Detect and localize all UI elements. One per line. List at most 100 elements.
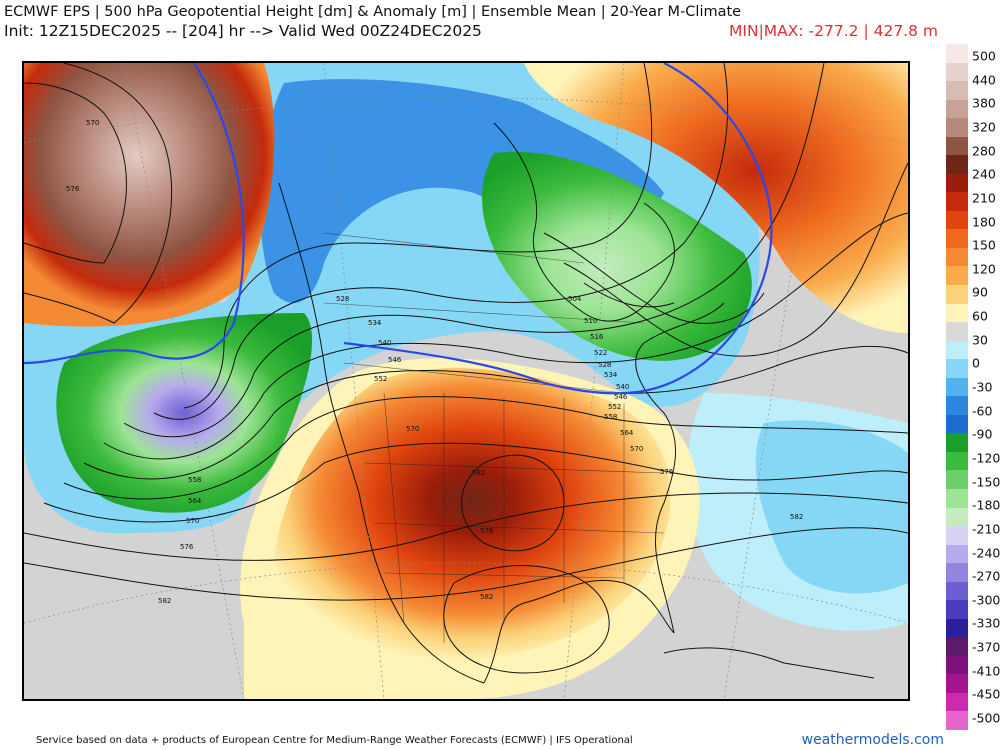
contour-label: 552 [608,403,621,411]
colorbar-swatch [946,544,968,564]
sw-trough [56,313,313,513]
contour-label: 546 [388,356,402,364]
colorbar-swatch [946,600,968,620]
colorbar-swatch [946,340,968,360]
contour-label: 582 [158,597,171,605]
colorbar-swatch [946,44,968,64]
anomaly-map: 570 576 528 534 540 546 552 558 564 570 … [22,61,910,701]
colorbar-label: -210 [972,521,1000,537]
colorbar-swatch [946,674,968,694]
colorbar-swatch [946,637,968,657]
colorbar-swatch [946,118,968,138]
contour-label: 528 [598,361,611,369]
atlantic-blue-core [755,420,908,594]
credit-text: Service based on data + products of Euro… [36,735,633,746]
site-link[interactable]: weathermodels.com [801,732,944,748]
colorbar-swatch [946,136,968,156]
colorbar-swatch [946,507,968,527]
colorbar-label: 30 [972,332,988,348]
colorbar-swatch [946,470,968,490]
init-valid-line: Init: 12Z15DEC2025 -- [204] hr --> Valid… [4,22,482,40]
contour-label: 540 [378,339,391,347]
colorbar-swatch [946,247,968,267]
contour-label: 510 [584,317,597,325]
contour-labels: 570 576 528 534 540 546 552 558 564 570 … [66,119,803,605]
colorbar-swatch [946,285,968,305]
contour-label: 570 [86,119,99,127]
colorbar-label: 500 [972,48,996,64]
colorbar-label: 320 [972,119,996,135]
contour-label: 582 [790,513,803,521]
colorbar-label: -330 [972,615,1000,631]
colorbar-label: 210 [972,190,996,206]
colorbar-label: -410 [972,663,1000,679]
colorbar-swatch [946,173,968,193]
colorbar-swatch [946,433,968,453]
colorbar-label: 60 [972,308,988,324]
colorbar-label: -450 [972,686,1000,702]
contour-label: 576 [480,527,494,535]
nw-ridge [24,63,275,327]
colorbar-swatch [946,414,968,434]
height-contours [24,63,908,674]
colorbar-swatch [946,488,968,508]
colorbar-label: -90 [972,426,993,442]
colorbar-swatch [946,62,968,82]
contour-label: 558 [604,413,617,421]
colorbar-swatch [946,563,968,583]
contour-label: 540 [616,383,629,391]
contour-label: 570 [406,425,419,433]
contour-label: 534 [604,371,618,379]
contour-label: 576 [66,185,80,193]
colorbar-swatch [946,692,968,712]
colorbar-label: -270 [972,568,1000,584]
colorbar-label: 0 [972,355,980,371]
colorbar-swatch [946,655,968,675]
colorbar-label: 150 [972,237,996,253]
colorbar-swatch [946,359,968,379]
colorbar-swatch [946,99,968,119]
contour-label: 564 [188,497,202,505]
colorbar-swatch [946,581,968,601]
contour-label: 516 [590,333,604,341]
colorbar-swatch [946,377,968,397]
chart-title: ECMWF EPS | 500 hPa Geopotential Height … [4,4,742,20]
contour-label: 546 [614,393,628,401]
colorbar-label: 240 [972,166,996,182]
map-canvas: 570 576 528 534 540 546 552 558 564 570 … [24,63,908,699]
colorbar-label: -240 [972,545,1000,560]
colorbar-swatch [946,192,968,212]
coastlines [278,122,875,684]
colorbar-swatch [946,210,968,230]
colorbar-label: 180 [972,214,996,229]
contour-label: 582 [472,469,485,477]
colorbar-swatch [946,618,968,638]
contour-label: 570 [186,517,199,525]
contour-label: 552 [374,375,387,383]
contour-label: 534 [368,319,382,327]
colorbar-swatch [946,322,968,342]
contour-label: 558 [188,476,201,484]
blue-contours [24,63,773,395]
graticule [24,63,908,699]
colorbar-swatch [946,526,968,546]
colorbar [946,44,968,731]
contour-label: 522 [594,349,607,357]
contour-label: 528 [336,295,349,303]
colorbar-label: -370 [972,639,1000,655]
colorbar-label: -30 [972,379,993,395]
borders [323,232,665,643]
min-max-readout: MIN|MAX: -277.2 | 427.8 m [729,22,938,40]
contour-label: 564 [620,429,634,437]
colorbar-label: 380 [972,95,996,111]
colorbar-swatch [946,396,968,416]
ne-ridge [524,63,908,333]
us-ridge [272,368,671,663]
colorbar-swatch [946,303,968,323]
colorbar-label: 440 [972,72,996,88]
contour-label: 570 [630,445,643,453]
dark-blue-core [260,79,664,303]
colorbar-swatch [946,229,968,249]
colorbar-label: 120 [972,261,996,277]
colorbar-swatch [946,451,968,471]
